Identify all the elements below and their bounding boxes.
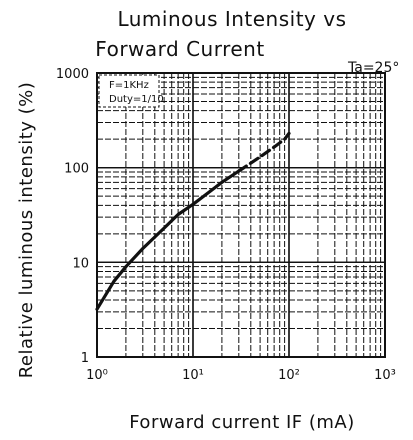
- chart-title-line-2: Forward Current: [95, 37, 264, 61]
- series-group: [95, 131, 291, 311]
- legend: F=1KHz Duty=1/10: [98, 74, 164, 108]
- y-tick-label: 10: [72, 256, 89, 271]
- series-line-dashed: [237, 131, 291, 173]
- x-tick-label: 10³: [374, 368, 396, 383]
- chart-title-line-1: Luminous Intensity vs: [117, 7, 346, 31]
- tick-labels: 10⁰ 10¹ 10² 10³ 1 10 100 1000: [56, 67, 396, 383]
- x-tick-label: 10²: [278, 368, 300, 383]
- legend-line-frequency: F=1KHz: [109, 80, 149, 91]
- plot-frame: [96, 72, 386, 358]
- y-tick-label: 1000: [56, 67, 89, 82]
- y-tick-label: 1: [81, 351, 89, 366]
- x-tick-label: 10⁰: [86, 368, 108, 383]
- legend-line-duty: Duty=1/10: [109, 94, 164, 105]
- y-tick-label: 100: [64, 162, 89, 177]
- x-axis-label: Forward current IF (mA): [129, 412, 355, 433]
- series-line-solid: [95, 169, 241, 311]
- grid: [96, 72, 386, 358]
- y-axis-label: Relative luminous intensity (%): [16, 82, 37, 379]
- x-tick-label: 10¹: [182, 368, 204, 383]
- legend-box: [98, 74, 160, 108]
